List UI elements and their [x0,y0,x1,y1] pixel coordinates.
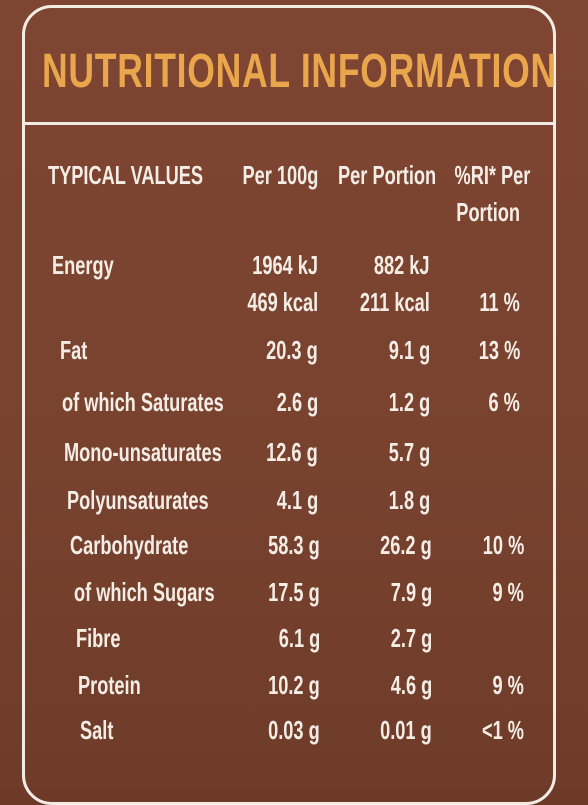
column-header: %RI* Per [454,160,530,190]
per-100g: 20.3 g [266,335,318,365]
per-100g: 58.3 g [268,530,320,560]
per-100g: 469 kcal [247,287,318,317]
per-portion: 26.2 g [380,530,432,560]
title: NUTRITIONAL INFORMATION [42,45,557,98]
ri-percent: 9 % [492,577,524,607]
column-header: Per Portion [337,160,436,190]
per-portion: 7.9 g [390,577,432,607]
row-label: Salt [80,715,114,745]
row-label: Polyunsaturates [67,485,209,515]
column-header: TYPICAL VALUES [48,160,204,190]
row-label: of which Saturates [62,387,224,417]
per-portion: 0.01 g [380,715,432,745]
ri-percent: 13 % [478,335,520,365]
row-label: Energy [52,250,114,280]
per-100g: 12.6 g [266,437,318,467]
ri-percent: 11 % [479,287,520,317]
column-header: Portion [456,197,520,227]
row-label: Mono-unsaturates [64,437,222,467]
per-portion: 1.2 g [388,387,430,417]
per-100g: 6.1 g [278,623,320,653]
per-portion: 4.6 g [390,670,432,700]
per-portion: 2.7 g [390,623,432,653]
ri-percent: <1 % [482,715,524,745]
row-label: of which Sugars [74,577,215,607]
per-100g: 17.5 g [268,577,320,607]
per-portion: 211 kcal [360,287,430,317]
per-100g: 10.2 g [268,670,320,700]
row-label: Protein [78,670,141,700]
row-label: Fat [60,335,88,365]
per-portion: 1.8 g [388,485,430,515]
row-label: Carbohydrate [70,530,189,560]
title-rule [25,122,553,125]
per-100g: 0.03 g [268,715,320,745]
per-100g: 1964 kJ [252,250,318,280]
ri-percent: 6 % [488,387,520,417]
ri-percent: 9 % [492,670,524,700]
column-header: Per 100g [242,160,318,190]
ri-percent: 10 % [482,530,524,560]
row-label: Fibre [76,623,121,653]
per-100g: 4.1 g [276,485,318,515]
per-portion: 882 kJ [374,250,430,280]
per-portion: 9.1 g [388,335,430,365]
per-100g: 2.6 g [276,387,318,417]
per-portion: 5.7 g [388,437,430,467]
